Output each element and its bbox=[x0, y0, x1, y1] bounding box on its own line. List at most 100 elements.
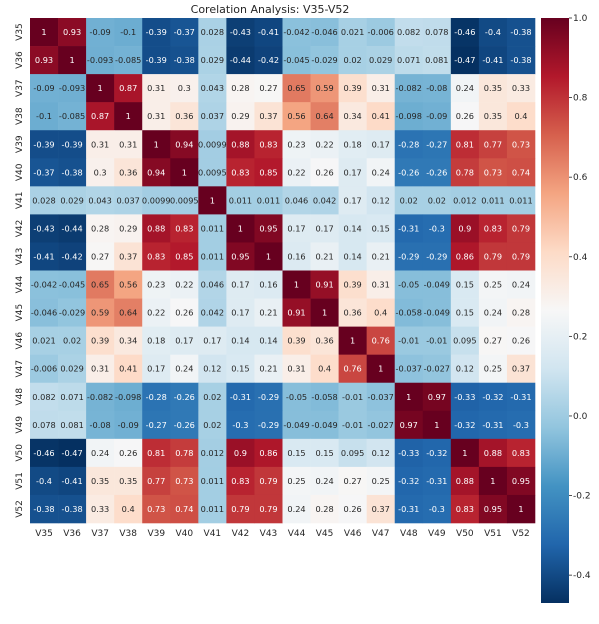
heatmap-cell bbox=[450, 326, 480, 355]
heatmap-cell bbox=[394, 46, 424, 75]
cell-value-label: 0.97 bbox=[400, 420, 418, 430]
cell-value-label: 0.95 bbox=[484, 504, 502, 514]
heatmap-cell bbox=[58, 158, 87, 187]
cell-value-label: 1 bbox=[378, 364, 383, 374]
y-tick-label: V48 bbox=[15, 388, 25, 406]
cell-value-label: -0.29 bbox=[426, 251, 447, 261]
cell-value-label: 0.35 bbox=[484, 83, 502, 93]
cell-value-label: 0.91 bbox=[315, 280, 333, 290]
heatmap-cell bbox=[450, 466, 480, 496]
heatmap-cell bbox=[198, 410, 227, 440]
cell-value-label: 0.26 bbox=[456, 111, 474, 121]
heatmap-cell bbox=[226, 438, 255, 468]
heatmap-cell bbox=[226, 46, 255, 75]
heatmap-cell bbox=[366, 270, 396, 299]
heatmap-cell bbox=[226, 270, 255, 299]
cell-value-label: 0.011 bbox=[509, 195, 532, 205]
cell-value-label: 0.02 bbox=[400, 195, 418, 205]
cell-value-label: 0.31 bbox=[372, 280, 390, 290]
cell-value-label: 0.83 bbox=[456, 504, 474, 514]
heatmap-cell bbox=[254, 18, 283, 47]
heatmap-cell bbox=[506, 46, 536, 75]
heatmap-cell bbox=[170, 242, 199, 271]
cell-value-label: 0.16 bbox=[287, 251, 305, 261]
cell-value-label: 0.082 bbox=[32, 392, 55, 402]
cell-value-label: 0.37 bbox=[372, 504, 390, 514]
heatmap-cell bbox=[114, 494, 143, 524]
heatmap-cell bbox=[170, 18, 199, 47]
heatmap-cell bbox=[170, 382, 199, 412]
cell-value-label: 1 bbox=[98, 83, 103, 93]
heatmap-cell bbox=[114, 354, 143, 384]
heatmap-cell bbox=[142, 242, 171, 271]
heatmap-cell bbox=[114, 158, 143, 187]
cell-value-label: 0.97 bbox=[428, 392, 446, 402]
heatmap-cell bbox=[282, 270, 311, 299]
heatmap-cell bbox=[310, 438, 339, 468]
heatmap-cell bbox=[506, 102, 536, 131]
y-tick-label: V37 bbox=[15, 79, 25, 97]
cell-value-label: 0.02 bbox=[344, 55, 362, 65]
cell-value-label: 0.65 bbox=[287, 83, 305, 93]
heatmap-cell bbox=[58, 382, 87, 412]
heatmap-cell bbox=[30, 186, 59, 215]
heatmap-cell bbox=[478, 18, 508, 47]
heatmap-cell bbox=[58, 438, 87, 468]
heatmap-cell bbox=[30, 158, 59, 187]
heatmap-cell bbox=[226, 354, 255, 384]
heatmap-cell bbox=[226, 494, 255, 524]
cell-value-label: -0.01 bbox=[342, 420, 363, 430]
heatmap-cell bbox=[226, 466, 255, 496]
cell-value-label: -0.37 bbox=[33, 167, 54, 177]
heatmap-cell bbox=[422, 18, 452, 47]
cell-value-label: 0.26 bbox=[315, 167, 333, 177]
cell-value-label: -0.049 bbox=[424, 308, 450, 318]
heatmap-cell bbox=[142, 18, 171, 47]
heatmap-cell bbox=[170, 214, 199, 243]
heatmap-cell bbox=[30, 494, 59, 524]
heatmap-cell bbox=[86, 74, 115, 103]
cell-value-label: 0.029 bbox=[60, 195, 83, 205]
cell-value-label: 0.73 bbox=[512, 139, 530, 149]
heatmap-cell bbox=[394, 74, 424, 103]
heatmap-cell bbox=[254, 46, 283, 75]
heatmap-cell bbox=[282, 298, 311, 327]
x-tick-label: V40 bbox=[176, 529, 194, 539]
cell-value-label: -0.42 bbox=[61, 251, 82, 261]
heatmap-cell bbox=[142, 326, 171, 355]
cell-value-label: 0.83 bbox=[175, 223, 193, 233]
cell-value-label: -0.32 bbox=[398, 476, 419, 486]
heatmap-cell bbox=[422, 74, 452, 103]
heatmap-cell bbox=[58, 186, 87, 215]
heatmap-cell bbox=[506, 18, 536, 47]
cell-value-label: -0.26 bbox=[398, 167, 419, 177]
cell-value-label: 0.74 bbox=[175, 504, 193, 514]
cell-value-label: 0.77 bbox=[147, 476, 165, 486]
y-tick-label: V49 bbox=[15, 416, 25, 434]
cell-value-label: -0.037 bbox=[367, 392, 393, 402]
heatmap-cell bbox=[450, 130, 480, 159]
cell-value-label: 0.87 bbox=[119, 83, 137, 93]
cell-value-label: 0.56 bbox=[119, 280, 137, 290]
heatmap-cell bbox=[30, 438, 59, 468]
heatmap-cell bbox=[310, 158, 339, 187]
heatmap-cell bbox=[198, 102, 227, 131]
cell-value-label: 0.071 bbox=[397, 55, 420, 65]
heatmap-cell bbox=[338, 382, 367, 412]
heatmap-cell bbox=[198, 18, 227, 47]
heatmap-cell bbox=[366, 466, 396, 496]
cell-value-label: 0.93 bbox=[35, 55, 53, 65]
cell-value-label: 0.22 bbox=[147, 308, 165, 318]
heatmap-cell bbox=[254, 298, 283, 327]
heatmap-cell bbox=[478, 74, 508, 103]
cell-value-label: -0.01 bbox=[398, 336, 419, 346]
cell-value-label: 0.011 bbox=[201, 476, 224, 486]
cell-value-label: -0.39 bbox=[33, 139, 54, 149]
heatmap-cell bbox=[338, 298, 367, 327]
heatmap-cell bbox=[58, 354, 87, 384]
cell-value-label: -0.31 bbox=[398, 223, 419, 233]
cell-value-label: 0.36 bbox=[344, 308, 362, 318]
heatmap-cell bbox=[366, 298, 396, 327]
cell-value-label: 0.36 bbox=[119, 167, 137, 177]
cell-value-label: 0.9 bbox=[234, 448, 247, 458]
